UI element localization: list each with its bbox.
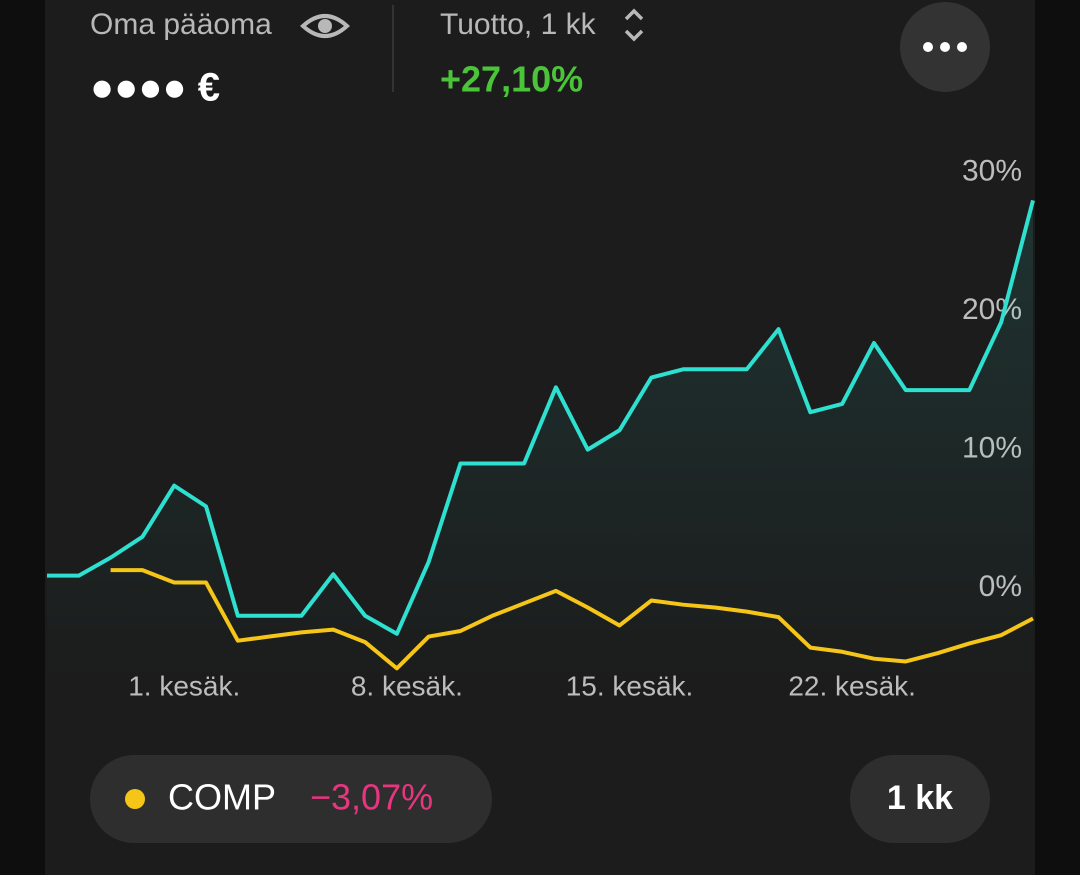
eye-icon[interactable] — [300, 14, 350, 38]
legend-dot — [125, 789, 145, 809]
period-button[interactable] — [850, 755, 990, 843]
line — [110, 568, 1034, 671]
more-button[interactable] — [900, 2, 990, 92]
sort-icon[interactable] — [624, 8, 644, 42]
capital-label: Oma pääoma — [90, 8, 272, 41]
area — [47, 200, 1033, 685]
y-tick-label: 30% — [962, 155, 1022, 188]
return-label[interactable]: Tuotto, 1 kk — [440, 8, 597, 41]
line — [47, 199, 1035, 636]
legend-pill[interactable] — [90, 755, 492, 843]
legend-name: COMP — [168, 777, 276, 818]
return-value: +27,10% — [440, 59, 583, 100]
legend-change: −3,07% — [310, 777, 433, 818]
capital-value: ●●●● € — [90, 66, 220, 110]
period-label[interactable]: 1 kk — [887, 779, 953, 817]
